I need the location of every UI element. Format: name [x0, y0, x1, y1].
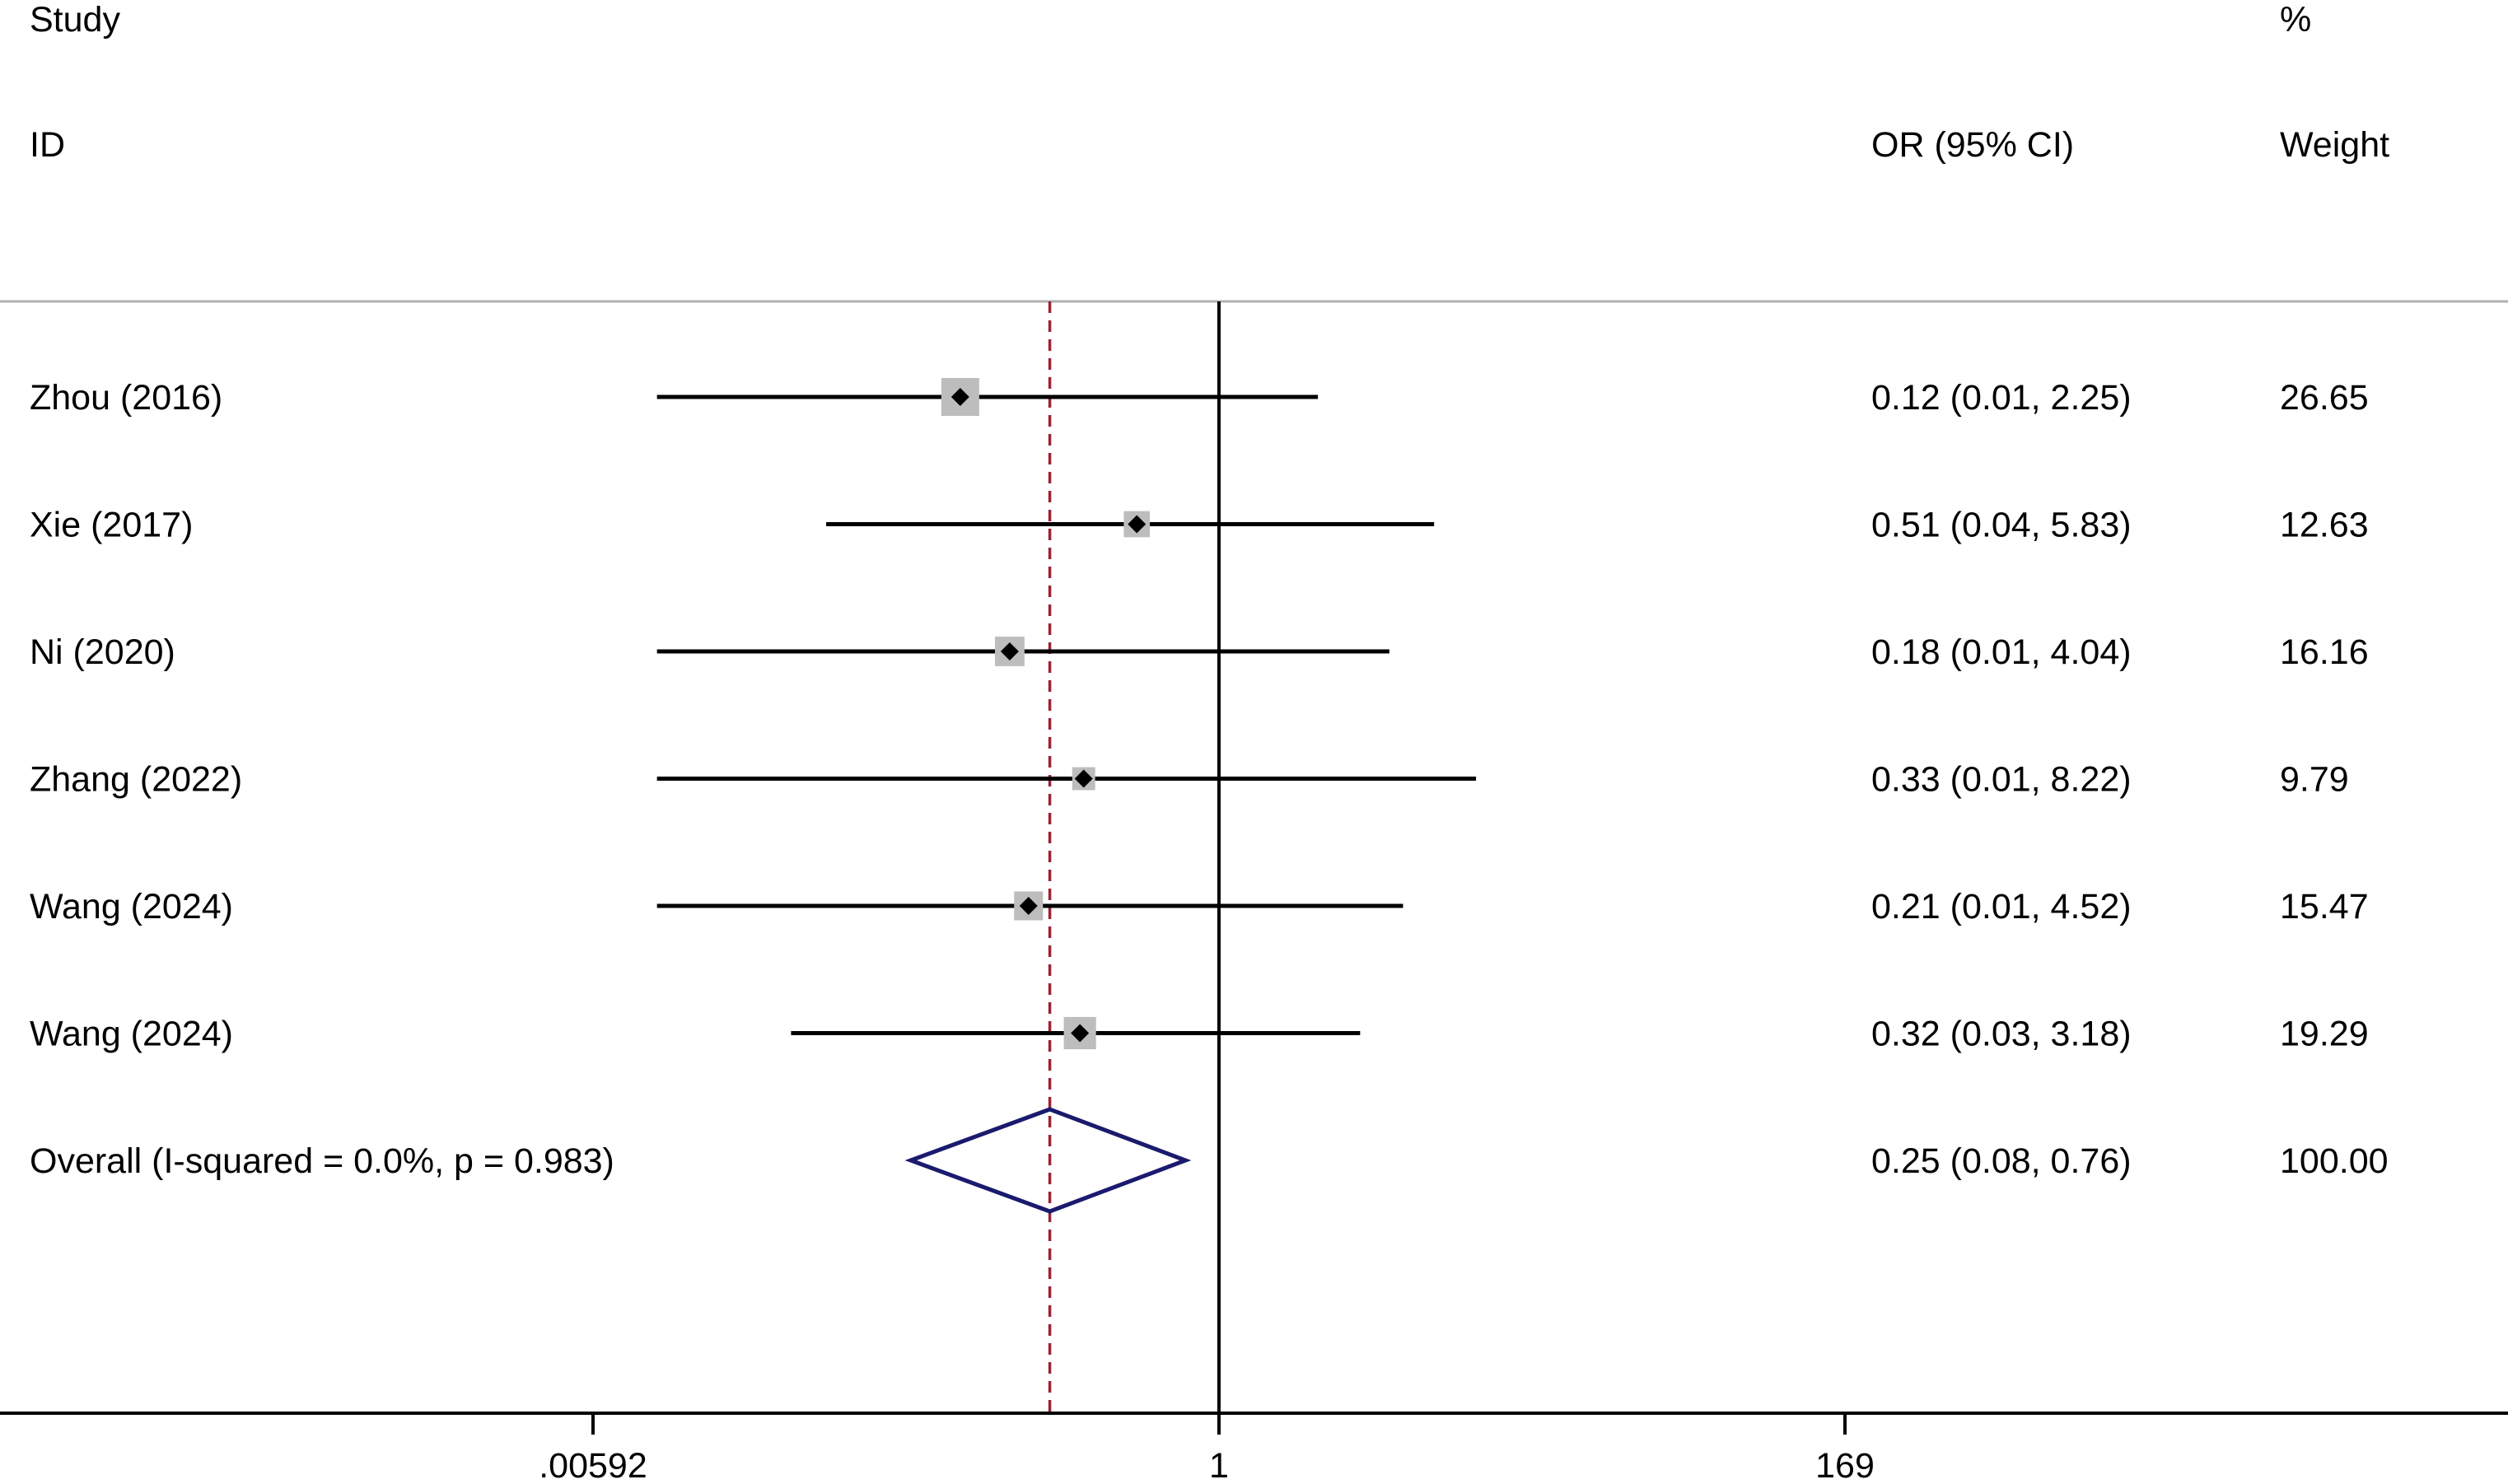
study-point-estimate	[1071, 1024, 1090, 1043]
study-ci-text: 0.21 (0.01, 4.52)	[1871, 887, 2132, 926]
study-label: Xie (2017)	[30, 506, 193, 545]
x-tick-label: 169	[1815, 1446, 1875, 1480]
study-label: Wang (2024)	[30, 1015, 233, 1054]
study-row: Wang (2024) 0.21 (0.01, 4.52) 15.47	[30, 887, 2369, 926]
overall-label: Overall (I-squared = 0.0%, p = 0.983)	[30, 1141, 614, 1181]
study-row: Zhang (2022) 0.33 (0.01, 8.22) 9.79	[30, 760, 2349, 800]
study-point-estimate	[950, 388, 969, 406]
study-label: Zhou (2016)	[30, 378, 222, 418]
study-weight-text: 9.79	[2280, 760, 2349, 800]
overall-ci-text: 0.25 (0.08, 0.76)	[1871, 1141, 2132, 1181]
study-point-estimate	[1128, 515, 1147, 534]
header-study: Study	[30, 0, 120, 40]
study-row: Ni (2020) 0.18 (0.01, 4.04) 16.16	[30, 632, 2369, 672]
x-tick-label: .00592	[539, 1446, 647, 1480]
study-ci-text: 0.33 (0.01, 8.22)	[1871, 760, 2132, 800]
header-effect: OR (95% CI)	[1871, 125, 2074, 165]
overall-weight-text: 100.00	[2280, 1141, 2389, 1181]
study-weight-text: 19.29	[2280, 1015, 2369, 1054]
study-ci-text: 0.18 (0.01, 4.04)	[1871, 632, 2132, 672]
plot-layer: .00592 1 169	[0, 301, 2508, 1484]
study-ci-text: 0.32 (0.03, 3.18)	[1871, 1015, 2132, 1054]
overall-row: Overall (I-squared = 0.0%, p = 0.983) 0.2…	[30, 1107, 2389, 1214]
study-point-estimate	[1000, 642, 1019, 660]
study-rows: Zhou (2016) 0.12 (0.01, 2.25) 26.65 Xie (20…	[30, 378, 2389, 1214]
x-tick-label: 1	[1209, 1446, 1229, 1480]
study-point-estimate	[1019, 897, 1038, 915]
study-label: Wang (2024)	[30, 887, 233, 926]
header-weight: Weight	[2280, 125, 2389, 165]
study-row: Wang (2024) 0.32 (0.03, 3.18) 19.29	[30, 1015, 2369, 1054]
study-row: Xie (2017) 0.51 (0.04, 5.83) 12.63	[30, 506, 2369, 545]
study-ci-text: 0.12 (0.01, 2.25)	[1871, 378, 2132, 418]
header-id: ID	[30, 125, 65, 165]
study-weight-text: 16.16	[2280, 632, 2369, 672]
header-percent: %	[2280, 0, 2311, 40]
study-label: Ni (2020)	[30, 632, 175, 672]
study-row: Zhou (2016) 0.12 (0.01, 2.25) 26.65	[30, 378, 2369, 418]
study-ci-text: 0.51 (0.04, 5.83)	[1871, 506, 2132, 545]
overall-diamond	[904, 1107, 1192, 1214]
study-point-estimate	[1074, 769, 1093, 788]
study-weight-text: 26.65	[2280, 378, 2369, 418]
study-weight-text: 12.63	[2280, 506, 2369, 545]
study-weight-text: 15.47	[2280, 887, 2369, 926]
study-label: Zhang (2022)	[30, 760, 242, 800]
